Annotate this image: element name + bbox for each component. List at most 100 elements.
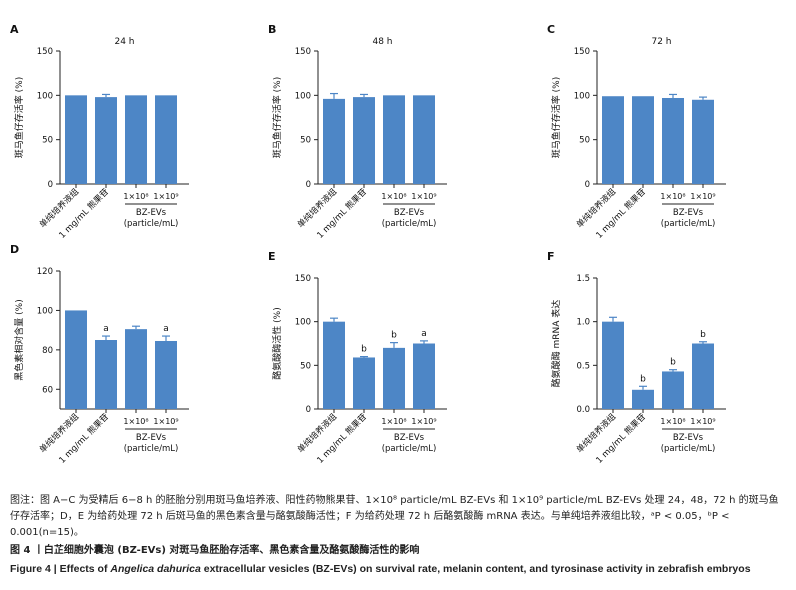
significance-label: a (421, 329, 427, 339)
y-tick-label: 150 (37, 47, 53, 57)
bar (65, 95, 87, 184)
y-tick-label: 120 (37, 267, 53, 277)
bar (413, 95, 435, 184)
y-tick-label: 1.5 (576, 274, 590, 284)
chart-title: 24 h (114, 37, 134, 47)
bar (95, 340, 117, 409)
panel-letter: E (268, 250, 276, 263)
y-tick-label: 50 (42, 136, 53, 146)
group-unit-label: (particle/mL) (382, 219, 437, 229)
significance-label: b (700, 330, 706, 340)
bar (353, 97, 375, 184)
x-tick-label: 1×10⁸ (381, 192, 406, 201)
group-unit-label: (particle/mL) (124, 444, 179, 454)
x-tick-label: 1 mg/mL 熊果苷 (594, 186, 649, 241)
y-tick-label: 100 (574, 91, 590, 101)
group-label: BZ-EVs (673, 208, 704, 218)
figure-title-cn: 图 4 丨白芷细胞外囊泡 (BZ-EVs) 对斑马鱼胚胎存活率、黑色素含量及酪氨… (10, 545, 420, 556)
y-tick-label: 100 (37, 91, 53, 101)
y-tick-label: 150 (574, 47, 590, 57)
x-tick-label: 1×10⁹ (411, 417, 436, 426)
group-unit-label: (particle/mL) (661, 444, 716, 454)
group-label: BZ-EVs (394, 208, 425, 218)
y-tick-label: 100 (37, 306, 53, 316)
panel-letter: A (10, 23, 19, 36)
x-tick-label: 1×10⁸ (660, 192, 685, 201)
figure-title-en-suffix: extracellular vesicles (BZ-EVs) on survi… (200, 563, 751, 575)
y-axis-label: 酪氨酸酶活性 (%) (271, 307, 283, 379)
significance-label: a (163, 324, 169, 334)
x-tick-label: 1 mg/mL 熊果苷 (594, 411, 649, 466)
x-tick-label: 1 mg/mL 熊果苷 (57, 411, 112, 466)
y-axis-label: 酪氨酸酶 mRNA 表达 (550, 300, 562, 388)
bar (692, 343, 714, 409)
y-axis-label: 黑色素相对含量 (%) (13, 299, 25, 380)
y-tick-label: 1.0 (576, 318, 590, 328)
bar (602, 96, 624, 184)
bar (692, 99, 714, 184)
x-tick-label: 1×10⁸ (123, 417, 148, 426)
x-tick-label: 1×10⁸ (660, 417, 685, 426)
x-tick-label: 1×10⁹ (690, 417, 715, 426)
x-tick-label: 1×10⁹ (153, 192, 178, 201)
significance-label: b (670, 358, 676, 368)
bar (602, 321, 624, 409)
y-tick-label: 0.5 (576, 361, 590, 371)
panel-letter: D (10, 243, 19, 256)
y-tick-label: 50 (300, 136, 311, 146)
x-tick-label: 1×10⁸ (123, 192, 148, 201)
y-tick-label: 150 (295, 47, 311, 57)
bar (65, 310, 87, 409)
bar (95, 97, 117, 184)
group-unit-label: (particle/mL) (661, 219, 716, 229)
bar (632, 96, 654, 184)
y-tick-label: 50 (579, 136, 590, 146)
group-label: BZ-EVs (673, 433, 704, 443)
figure-note: 图注：图 A−C 为受精后 6−8 h 的胚胎分别用斑马鱼培养液、阳性药物熊果苷… (10, 495, 779, 538)
x-tick-label: 1 mg/mL 熊果苷 (315, 186, 370, 241)
bar (323, 321, 345, 409)
bar (125, 95, 147, 184)
y-tick-label: 0 (48, 180, 53, 190)
significance-label: b (391, 331, 397, 341)
significance-label: b (361, 345, 367, 355)
chart-title: 72 h (651, 37, 671, 47)
bar (413, 343, 435, 409)
y-tick-label: 0 (306, 180, 311, 190)
chart-title: 48 h (372, 37, 392, 47)
bar (323, 98, 345, 184)
figure-title-en: Figure 4 | Effects of Angelica dahurica … (10, 561, 786, 577)
x-tick-label: 1×10⁹ (411, 192, 436, 201)
y-axis-label: 斑马鱼仔存活率 (%) (550, 77, 562, 158)
bar (632, 389, 654, 409)
x-tick-label: 1×10⁹ (690, 192, 715, 201)
bar (353, 357, 375, 409)
bar (662, 371, 684, 409)
y-tick-label: 0 (306, 405, 311, 415)
figure-title-en-species: Angelica dahurica (110, 563, 201, 575)
y-tick-label: 50 (300, 361, 311, 371)
y-tick-label: 0 (585, 180, 590, 190)
y-tick-label: 80 (42, 346, 53, 356)
significance-label: a (103, 324, 109, 334)
x-tick-label: 1×10⁸ (381, 417, 406, 426)
group-unit-label: (particle/mL) (382, 444, 437, 454)
group-label: BZ-EVs (136, 433, 167, 443)
figure-title-en-prefix: Figure 4 | Effects of (10, 563, 111, 575)
bar (155, 95, 177, 184)
panel-letter: C (547, 23, 555, 36)
y-tick-label: 100 (295, 91, 311, 101)
bar (383, 95, 405, 184)
bar (155, 340, 177, 409)
y-tick-label: 0.0 (576, 405, 590, 415)
x-tick-label: 1 mg/mL 熊果苷 (57, 186, 112, 241)
significance-label: b (640, 374, 646, 384)
y-tick-label: 60 (42, 385, 53, 395)
